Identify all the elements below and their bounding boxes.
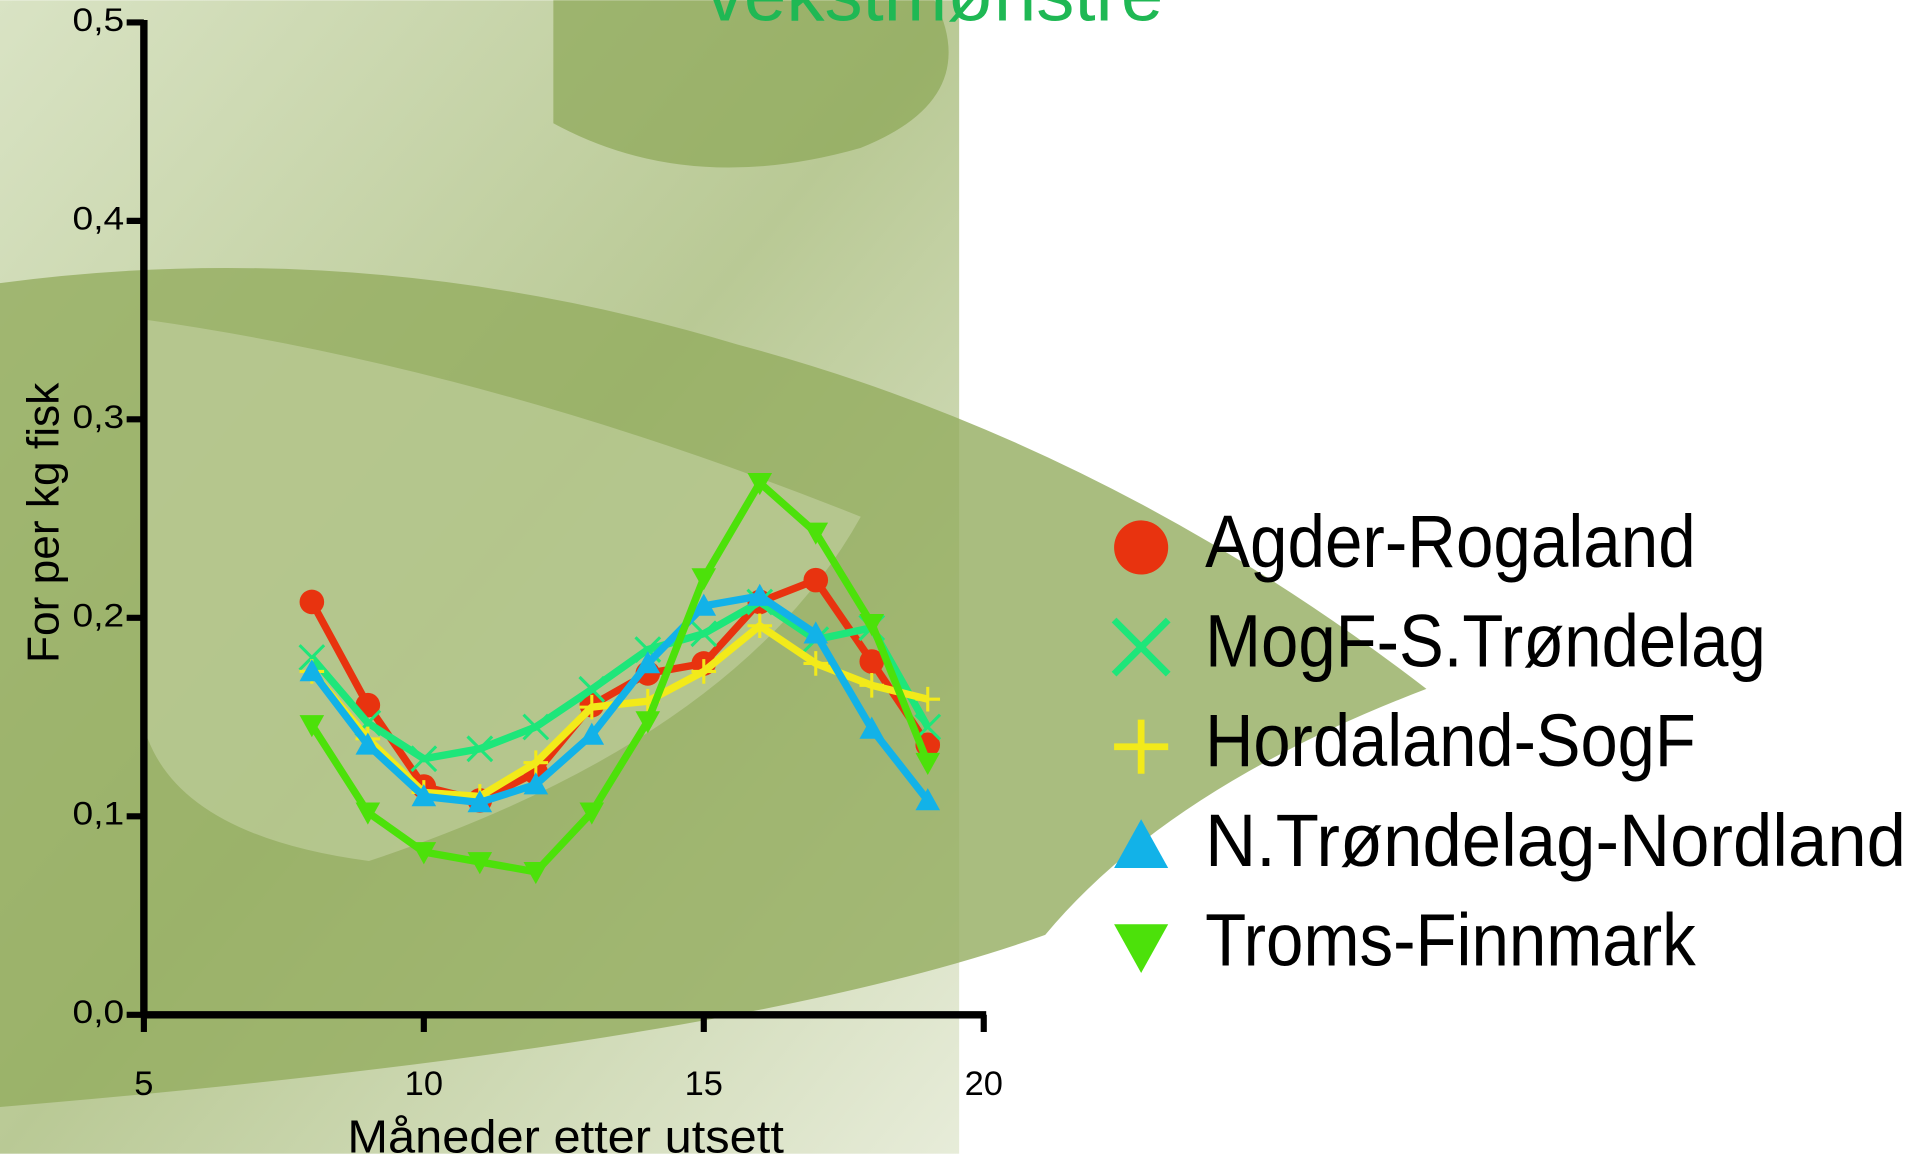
marker — [299, 659, 325, 682]
marker — [467, 852, 493, 875]
legend-label: MogF-S.Trøndelag — [1205, 600, 1766, 683]
legend-label: Agder-Rogaland — [1205, 500, 1696, 583]
marker — [635, 651, 661, 674]
legend-marker — [1114, 719, 1169, 774]
series-line — [308, 576, 931, 805]
chart-title: vekstmønstre — [706, 0, 1163, 37]
marker — [803, 621, 829, 644]
marker — [803, 522, 829, 545]
marker — [579, 802, 605, 825]
marker — [859, 716, 885, 739]
x-axis-label: Måneder etter utsett — [347, 1111, 784, 1154]
marker — [747, 583, 773, 606]
marker — [298, 644, 326, 671]
marker — [523, 750, 549, 776]
marker — [355, 732, 381, 755]
marker — [578, 675, 606, 703]
marker — [915, 752, 941, 776]
y-tick-label: 0,2 — [73, 597, 125, 633]
legend-marker — [1111, 617, 1171, 677]
y-axis-label: For per kg fisk — [19, 382, 68, 663]
marker — [691, 593, 717, 616]
marker — [466, 735, 494, 763]
y-tick-label: 0,3 — [73, 399, 125, 435]
legend-marker — [1114, 819, 1169, 868]
marker — [523, 772, 549, 795]
marker — [803, 651, 829, 676]
marker — [803, 567, 829, 593]
legend-label: N.Trøndelag-Nordland — [1205, 799, 1906, 882]
x-tick-label: 15 — [685, 1065, 723, 1103]
marker — [691, 659, 717, 684]
marker — [579, 694, 605, 720]
legend-marker — [1114, 924, 1169, 973]
x-tick-label: 20 — [965, 1065, 1003, 1103]
marker — [915, 788, 941, 811]
y-tick-label: 0,5 — [73, 2, 125, 38]
y-tick-label: 0,0 — [73, 994, 125, 1030]
x-tick-label: 5 — [134, 1065, 153, 1103]
marker — [299, 589, 325, 615]
marker — [915, 686, 941, 712]
y-tick-label: 0,1 — [73, 796, 125, 832]
marker — [859, 613, 885, 637]
y-tick-label: 0,4 — [73, 200, 125, 236]
legend-label: Troms-Finnmark — [1205, 898, 1696, 981]
marker — [579, 722, 605, 745]
background-image — [0, 0, 1427, 1154]
marker — [747, 473, 773, 496]
marker — [411, 784, 437, 807]
legend-marker — [1114, 520, 1169, 575]
marker — [410, 745, 438, 773]
marker — [859, 673, 885, 698]
marker — [411, 842, 437, 865]
marker — [522, 713, 550, 741]
x-tick-label: 10 — [405, 1065, 443, 1103]
marker — [299, 715, 325, 738]
series-line — [308, 592, 931, 807]
marker — [859, 649, 885, 674]
marker — [691, 568, 717, 591]
marker — [467, 790, 493, 813]
marker — [635, 711, 661, 734]
marker — [747, 613, 773, 639]
marker — [523, 862, 549, 885]
series-line — [309, 598, 931, 763]
legend-label: Hordaland-SogF — [1205, 699, 1696, 782]
marker — [355, 802, 381, 825]
marker — [690, 620, 718, 648]
